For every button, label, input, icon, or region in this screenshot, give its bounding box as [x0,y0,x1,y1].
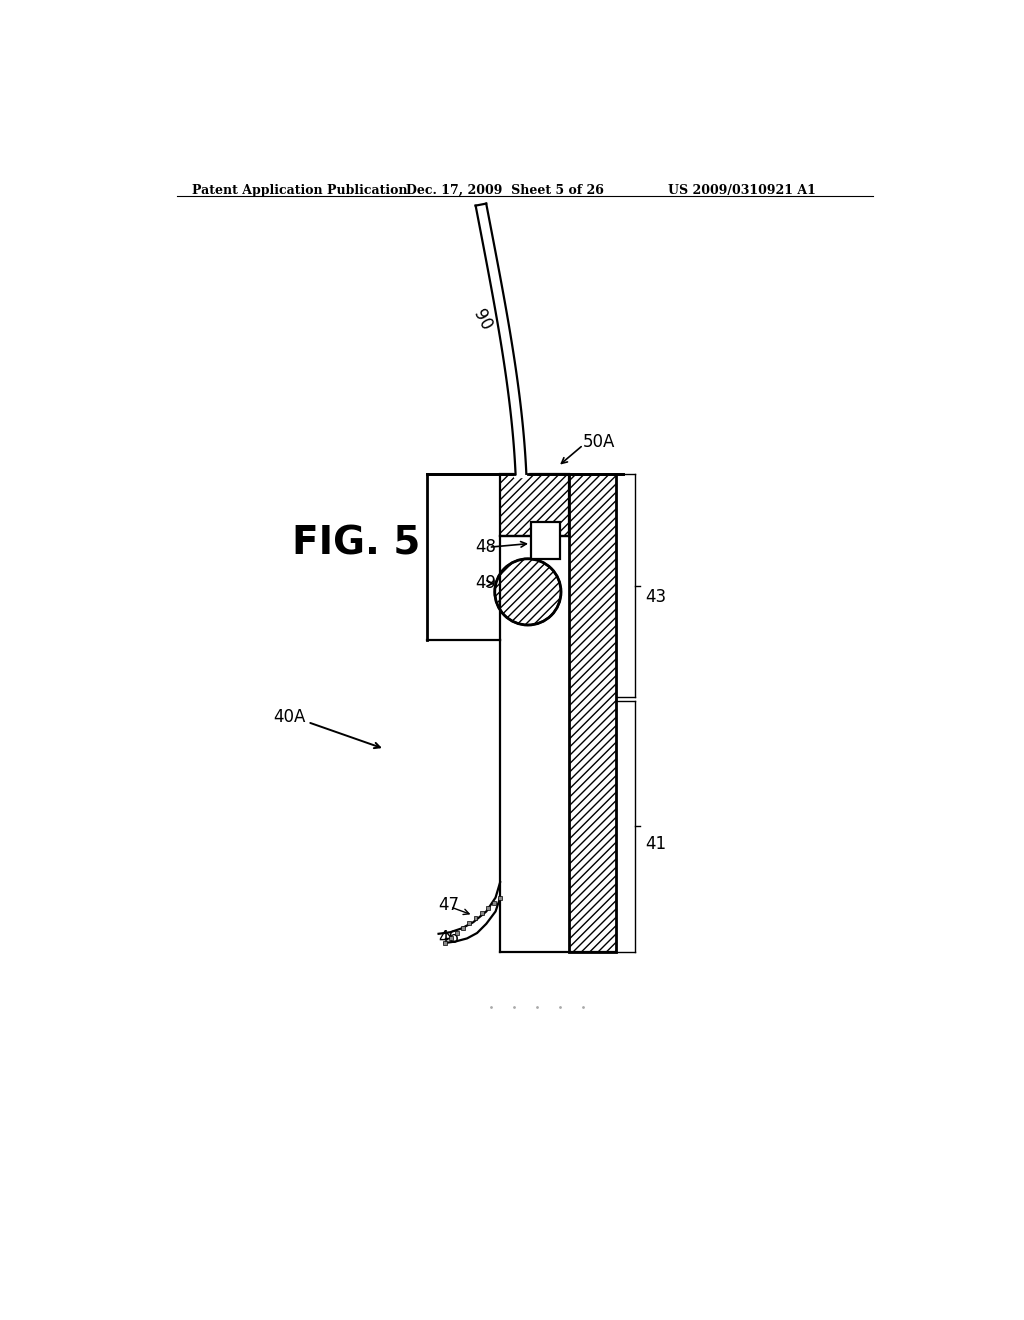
Bar [569,474,615,952]
Text: Dec. 17, 2009  Sheet 5 of 26: Dec. 17, 2009 Sheet 5 of 26 [407,183,604,197]
Bar [449,936,453,940]
Text: Patent Application Publication: Patent Application Publication [193,183,408,197]
Bar [461,925,465,929]
Text: US 2009/0310921 A1: US 2009/0310921 A1 [668,183,816,197]
Bar [455,931,459,935]
Bar [473,916,477,920]
Bar [500,474,569,536]
Bar [467,921,471,925]
Text: 41: 41 [645,834,666,853]
Text: 90: 90 [469,306,496,334]
Text: 46: 46 [438,929,460,946]
Text: 50A: 50A [583,433,615,450]
Text: 43: 43 [645,589,666,606]
Bar [531,521,560,558]
Bar [493,900,496,904]
Text: 40A: 40A [273,708,305,726]
Text: FIG. 5: FIG. 5 [292,524,421,562]
Text: 47: 47 [438,896,460,915]
Bar [486,906,489,909]
Bar [499,896,502,899]
Bar [480,911,483,915]
Bar [442,941,446,945]
Text: 48: 48 [475,539,496,556]
Text: 49: 49 [475,574,496,593]
Circle shape [495,558,561,626]
